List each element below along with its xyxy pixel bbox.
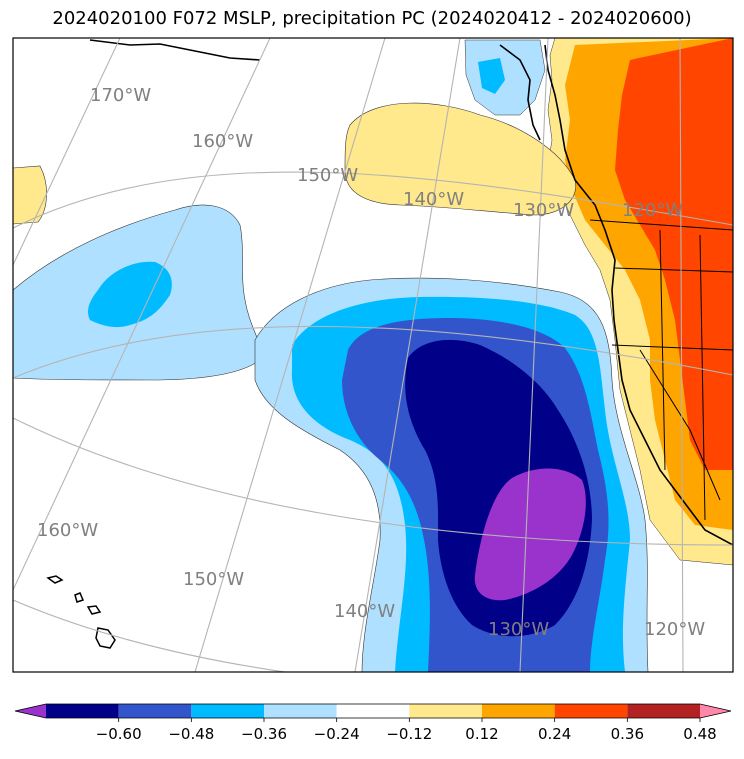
state-borders — [589, 219, 733, 521]
colorbar-swatch — [482, 704, 555, 718]
colorbar: −0.60 −0.48 −0.36 −0.24 −0.12 0.12 0.24 0.36 0.4… — [14, 703, 732, 743]
map-area: 170°W 160°W 150°W 140°W 130°W 120°W 160°… — [13, 38, 733, 672]
colorbar-swatch — [118, 704, 192, 718]
colorbar-tick-label: 0.48 — [683, 725, 716, 743]
lon-label: 150°W — [297, 165, 358, 186]
colorbar-outline — [14, 703, 732, 719]
colorbar-tick-label: 0.36 — [611, 725, 644, 743]
colorbar-swatch — [46, 704, 119, 718]
colorbar-swatch — [409, 704, 482, 718]
colorbar-tick-label: −0.60 — [96, 725, 142, 743]
colorbar-swatch — [336, 704, 410, 718]
colorbar-extend-max — [700, 704, 731, 718]
lon-label: 140°W — [403, 189, 464, 210]
main-negative-anomaly — [254, 277, 649, 672]
colorbar-swatch — [554, 704, 628, 718]
longitude-labels: 170°W 160°W 150°W 140°W 130°W 120°W 160°… — [37, 85, 705, 640]
colorbar-tick-label: −0.36 — [241, 725, 287, 743]
colorbar-tick-label: −0.24 — [314, 725, 360, 743]
hawaii-islands — [46, 575, 116, 649]
colorbar-extend-min — [15, 704, 46, 718]
colorbar-swatch — [627, 704, 700, 718]
colorbar-tick-label: −0.12 — [386, 725, 432, 743]
lon-label: 150°W — [183, 569, 244, 590]
colorbar-tick-label: 0.12 — [465, 725, 498, 743]
colorbar-tick-label: 0.24 — [538, 725, 571, 743]
gulf-positive-anomaly — [344, 102, 577, 216]
panhandle-negative-anomaly — [464, 39, 546, 116]
map-frame — [12, 37, 734, 673]
lon-label: 130°W — [488, 619, 549, 640]
lon-label: 170°W — [90, 85, 151, 106]
graticule — [13, 38, 733, 672]
lon-label: 130°W — [513, 200, 574, 221]
coastlines — [89, 39, 733, 546]
lon-label: 160°W — [192, 131, 253, 152]
central-pacific-negative-anomaly — [13, 204, 262, 381]
lon-label: 120°W — [622, 200, 683, 221]
lon-label: 140°W — [334, 601, 395, 622]
lon-label: 160°W — [37, 520, 98, 541]
positive-anomaly-land — [547, 38, 733, 566]
map-title: 2024020100 F072 MSLP, precipitation PC (… — [52, 8, 692, 29]
lon-label: 120°W — [644, 619, 705, 640]
colorbar-swatch — [191, 704, 264, 718]
west-edge-positive-anomaly — [13, 165, 47, 225]
colorbar-tick-label: −0.48 — [168, 725, 214, 743]
colorbar-swatch — [264, 704, 337, 718]
